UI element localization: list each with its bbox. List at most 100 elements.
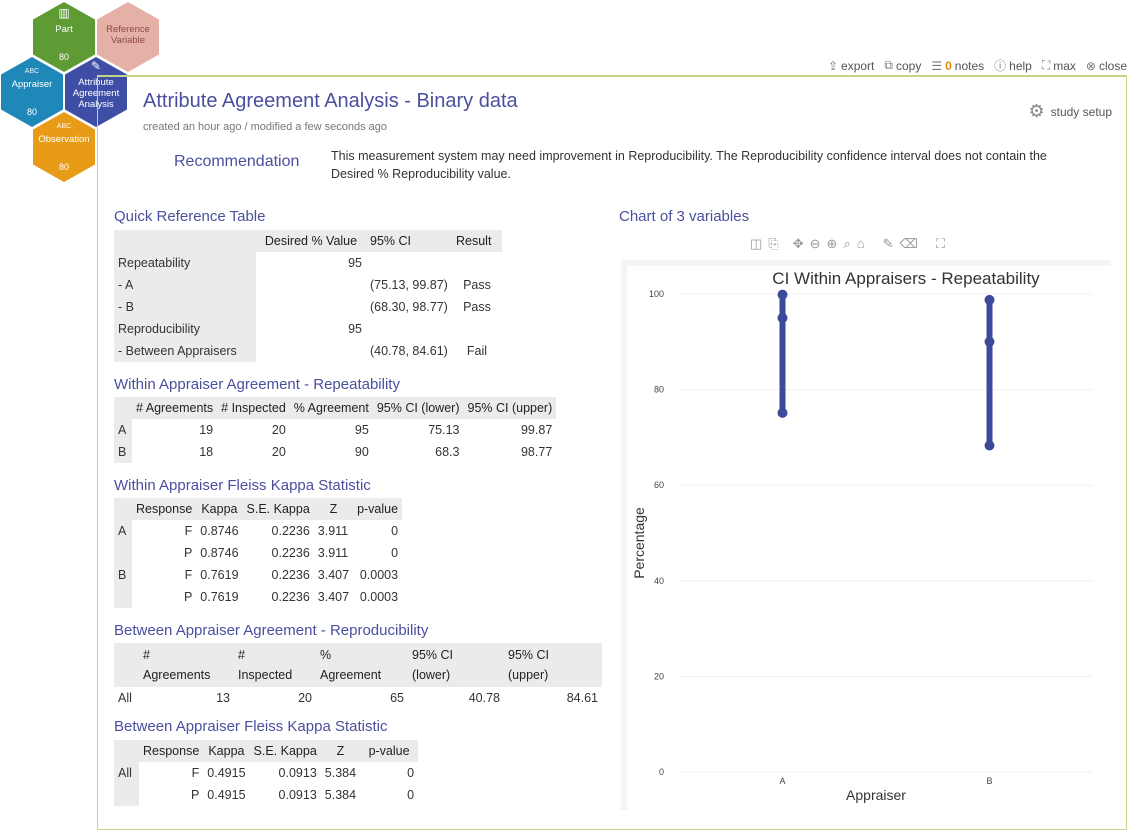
within-kappa-cell bbox=[114, 586, 132, 608]
chart-section-title: Chart of 3 variables bbox=[619, 208, 750, 225]
within-kappa-header: Z bbox=[313, 498, 354, 520]
zoom-out-icon[interactable]: ⊖ bbox=[809, 236, 821, 251]
within-agreement-header: 95% CI (upper) bbox=[463, 397, 557, 419]
between-kappa-cell: 0.4915 bbox=[207, 788, 246, 802]
study-setup-label: study setup bbox=[1050, 104, 1112, 119]
within-kappa-cell: 3.407 bbox=[317, 590, 350, 604]
between-agreement-header-line2: (lower) bbox=[412, 668, 451, 682]
quick-ref-cell: (75.13, 99.87) bbox=[370, 278, 448, 292]
between-kappa-header: p-value bbox=[360, 740, 419, 762]
ci-lower-point bbox=[984, 440, 995, 451]
within-agreement-header bbox=[114, 397, 132, 419]
notes-button[interactable]: ☰ 0 notes bbox=[931, 57, 984, 74]
ci-chart: CI Within Appraisers - Repeatability 0 20 4… bbox=[631, 269, 1093, 803]
within-kappa-cell: 0 bbox=[391, 546, 399, 560]
within-agreement-cell: 20 bbox=[271, 423, 286, 437]
page-title: Attribute Agreement Analysis - Binary da… bbox=[143, 90, 518, 112]
quick-ref-cell: Pass bbox=[463, 300, 491, 314]
quick-ref-cell: 95 bbox=[348, 256, 362, 270]
between-kappa-header bbox=[114, 740, 139, 762]
appraiser-node[interactable]: ABC Appraiser 80 bbox=[1, 57, 63, 127]
within-kappa-cell: F bbox=[184, 524, 193, 538]
help-button[interactable]: ⓘ help bbox=[994, 57, 1032, 74]
observation-count: 80 bbox=[58, 162, 69, 172]
between-agreement-header-line1: % bbox=[320, 648, 332, 662]
x-axis-label: Appraiser bbox=[846, 787, 906, 803]
reference-variable-node[interactable]: Reference Variable bbox=[97, 2, 159, 72]
study-setup-button[interactable]: ⚙ study setup bbox=[1028, 101, 1112, 122]
table-row: Reproducibility 95 bbox=[114, 318, 502, 340]
within-kappa-header: p-value bbox=[353, 498, 403, 520]
quick-ref-title: Quick Reference Table bbox=[114, 208, 266, 225]
main-panel: Attribute Agreement Analysis - Binary da… bbox=[97, 75, 1127, 830]
within-agreement-cell: 98.77 bbox=[520, 445, 553, 459]
between-agreement-header: # Agreements bbox=[139, 643, 234, 687]
between-agreement-header: 95% CI (upper) bbox=[504, 643, 602, 687]
between-agreement-header-line2: Agreement bbox=[320, 668, 382, 682]
ci-upper-point bbox=[984, 294, 995, 305]
between-kappa-header: Z bbox=[320, 740, 361, 762]
within-agreement-cell: 95 bbox=[354, 423, 369, 437]
appraiser-label: Appraiser bbox=[11, 79, 53, 90]
part-label: Part bbox=[55, 24, 73, 35]
within-kappa-cell: 0.7619 bbox=[200, 590, 239, 604]
max-button[interactable]: ⛶ max bbox=[1042, 57, 1076, 74]
within-kappa-cell: 3.911 bbox=[317, 546, 349, 560]
pan-icon[interactable]: ✥ bbox=[792, 236, 804, 251]
y-axis-label: Percentage bbox=[631, 507, 647, 579]
table-row: A F 0.8746 0.2236 3.911 0 bbox=[114, 520, 402, 542]
copy-chart-icon[interactable]: ⎘ bbox=[768, 236, 779, 251]
ci-value-point bbox=[777, 312, 788, 323]
between-kappa-cell bbox=[114, 784, 139, 806]
close-icon: ⊗ bbox=[1085, 58, 1096, 73]
camera-icon[interactable]: ◫ bbox=[750, 236, 763, 251]
quick-ref-cell: Pass bbox=[463, 278, 491, 292]
quick-ref-cell: Repeatability bbox=[114, 252, 256, 274]
table-row: P 0.8746 0.2236 3.911 0 bbox=[114, 542, 402, 564]
table-row: - B (68.30, 98.77) Pass bbox=[114, 296, 502, 318]
fullscreen-icon[interactable]: ⛶ bbox=[935, 236, 945, 251]
copy-label: copy bbox=[895, 58, 922, 73]
within-agreement-cell: B bbox=[114, 441, 132, 463]
appraiser-abc: ABC bbox=[24, 68, 40, 75]
copy-button[interactable]: ⧉ copy bbox=[884, 57, 921, 74]
between-kappa-header: Kappa bbox=[203, 740, 250, 762]
part-node[interactable]: ▥ Part 80 bbox=[33, 2, 95, 72]
quick-ref-table: Desired % Value 95% CI Result Repeatabil… bbox=[114, 230, 502, 362]
table-row: Repeatability 95 bbox=[114, 252, 502, 274]
within-agreement-cell: 75.13 bbox=[428, 423, 460, 437]
quick-ref-cell: Reproducibility bbox=[114, 318, 256, 340]
ci-upper-point bbox=[777, 289, 788, 300]
observation-node[interactable]: ABC Observation 80 bbox=[33, 112, 95, 182]
export-label: export bbox=[841, 58, 875, 73]
between-agreement-header-line2: (upper) bbox=[508, 668, 549, 682]
export-button[interactable]: ⇪ export bbox=[828, 57, 874, 74]
quick-ref-cell bbox=[256, 296, 366, 318]
between-agreement-cell: All bbox=[118, 691, 132, 705]
part-count: 80 bbox=[58, 52, 69, 62]
eraser-icon[interactable]: ⌫ bbox=[899, 236, 918, 251]
chart-container: CI Within Appraisers - Repeatability 0 20 4… bbox=[621, 260, 1113, 812]
between-agreement-header: # Inspected bbox=[234, 643, 316, 687]
within-agreement-cell: 90 bbox=[354, 445, 369, 459]
quick-ref-cell: (40.78, 84.61) bbox=[370, 344, 448, 358]
zoom-in-icon[interactable]: ⊕ bbox=[826, 236, 838, 251]
between-kappa-cell: F bbox=[191, 766, 200, 780]
pencil-icon[interactable]: ✎ bbox=[882, 236, 894, 251]
within-agreement-header: # Inspected bbox=[217, 397, 290, 419]
within-kappa-cell: F bbox=[184, 568, 193, 582]
within-agreement-cell: A bbox=[114, 419, 132, 441]
quick-ref-cell: 95 bbox=[348, 322, 362, 336]
recommendation-text: This measurement system may need improve… bbox=[331, 149, 1047, 181]
within-kappa-title: Within Appraiser Fleiss Kappa Statistic bbox=[114, 477, 371, 494]
gear-icon: ⚙ bbox=[1028, 101, 1045, 121]
between-agreement-header: 95% CI (lower) bbox=[408, 643, 504, 687]
within-agreement-table: # Agreements # Inspected % Agreement 95%… bbox=[114, 397, 557, 463]
within-kappa-cell bbox=[114, 542, 132, 564]
home-icon[interactable]: ⌂ bbox=[856, 236, 865, 251]
close-button[interactable]: ⊗ close bbox=[1086, 57, 1127, 74]
zoom-icon[interactable]: ⌕ bbox=[843, 236, 851, 251]
y-tick-label: 60 bbox=[654, 480, 664, 490]
chart-toolbar: ◫ ⎘ ✥ ⊖ ⊕ ⌕ ⌂ ✎ ⌫ ⛶ bbox=[750, 236, 945, 252]
table-row: B 18 20 90 68.3 98.77 bbox=[114, 441, 556, 463]
